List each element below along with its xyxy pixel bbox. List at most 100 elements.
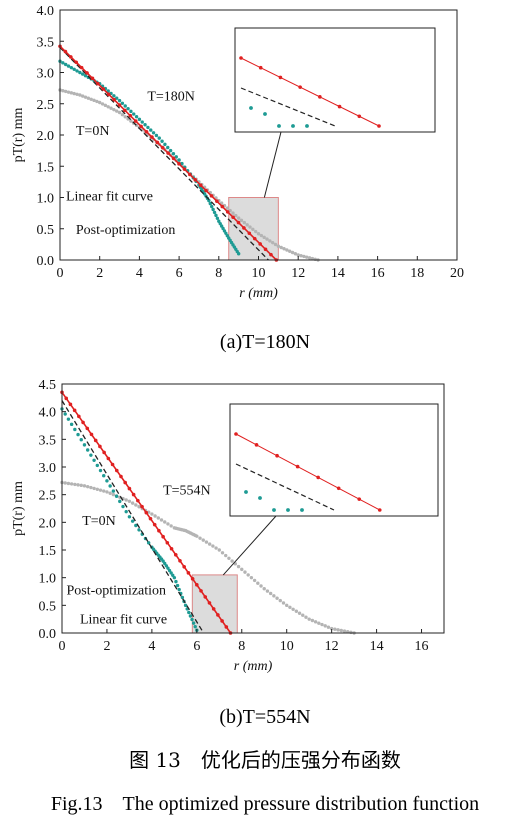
data-point-t0: [225, 206, 230, 210]
data-point-t554: [105, 479, 109, 483]
data-point-post: [110, 462, 115, 467]
chart-a-caption: (a)T=180N: [219, 331, 311, 353]
data-point-post: [93, 438, 98, 443]
data-point-t0: [95, 487, 100, 491]
data-point-t0: [301, 613, 305, 617]
data-point-t180: [157, 136, 161, 140]
data-point-t0: [134, 503, 138, 507]
y-tick-label: 0.0: [39, 627, 57, 642]
x-tick-label: 10: [252, 266, 266, 281]
data-point-t554: [82, 443, 87, 447]
data-point-post: [144, 129, 149, 134]
data-point-t180: [137, 117, 142, 122]
data-point-post: [258, 242, 262, 246]
inset-point-post: [316, 475, 320, 480]
data-point-t0: [150, 512, 154, 516]
data-point-post: [144, 510, 149, 515]
data-point-t0: [227, 556, 231, 560]
data-point-t0: [108, 491, 112, 495]
y-tick-label: 4.5: [39, 378, 57, 393]
data-point-t0: [82, 484, 87, 488]
data-point-t554: [98, 468, 103, 473]
data-point-post: [199, 589, 203, 593]
data-point-t180: [75, 69, 79, 73]
data-point-post: [252, 236, 257, 241]
data-point-post: [211, 607, 216, 611]
data-point-t554: [190, 617, 194, 622]
data-point-t0: [273, 242, 278, 247]
data-point-t180: [117, 98, 122, 103]
data-point-t0: [66, 481, 71, 486]
data-point-post: [171, 156, 176, 161]
data-point-t554: [124, 509, 128, 514]
data-point-post: [152, 522, 157, 527]
data-point-post: [123, 480, 127, 485]
chart-b-caption: (b)T=554N: [219, 706, 311, 728]
data-point-post: [215, 199, 219, 204]
data-point-t0: [109, 106, 113, 110]
inset-point-post: [377, 508, 382, 512]
data-point-post: [90, 76, 95, 81]
data-point-post: [101, 87, 106, 91]
x-tick-label: 2: [96, 266, 103, 281]
data-point-post: [198, 183, 203, 187]
y-tick-label: 1.5: [39, 544, 57, 559]
data-point-t180: [214, 213, 218, 218]
data-point-post: [182, 167, 187, 171]
data-point-t180: [126, 106, 130, 111]
data-point-t0: [120, 112, 125, 117]
data-point-t0: [76, 483, 80, 487]
x-tick-label: 12: [291, 266, 305, 281]
annotation-label: Linear fit curve: [66, 190, 153, 205]
data-point-t554: [114, 494, 119, 498]
data-point-post: [231, 215, 235, 220]
data-point-post: [64, 396, 69, 401]
data-point-post: [220, 204, 225, 209]
data-point-t0: [336, 628, 340, 632]
data-point-t0: [236, 216, 241, 220]
data-point-post: [85, 71, 89, 75]
data-point-post: [155, 140, 160, 145]
annotation-label: T=0N: [82, 514, 116, 529]
data-point-post: [140, 504, 144, 509]
data-point-t180: [83, 74, 88, 78]
data-point-t0: [217, 548, 221, 552]
data-point-post: [89, 432, 94, 437]
data-point-t180: [211, 207, 215, 212]
inset-point-t: [263, 112, 267, 116]
data-point-t0: [305, 255, 309, 259]
annotation-label: Post-optimization: [66, 583, 166, 598]
data-point-post: [148, 516, 153, 521]
inset-line-post: [240, 57, 380, 127]
data-point-t0: [214, 546, 218, 550]
zoom-arrow: [263, 131, 282, 198]
y-tick-label: 1.0: [39, 572, 57, 587]
data-point-t180: [207, 198, 211, 203]
data-point-t0: [123, 115, 127, 119]
data-point-post: [63, 49, 68, 54]
inset-point-post: [318, 95, 322, 99]
inset-frame: [234, 27, 436, 133]
data-point-t0: [342, 629, 347, 633]
data-point-post: [85, 426, 90, 431]
data-point-t0: [130, 501, 135, 505]
data-point-t180: [212, 210, 217, 215]
inset-line-linear: [240, 87, 336, 127]
inset-point-post: [295, 464, 300, 469]
inset-line-post: [235, 433, 380, 511]
chart-b: 0 2 4 6 8 10 12 14 16 0.0 0.5 1.0 1.5 2.0 2.5 3.0 3.5 4.0…: [11, 378, 445, 674]
data-point-post: [195, 583, 199, 587]
data-point-t180: [129, 109, 133, 114]
y-tick-label: 0.5: [37, 223, 55, 238]
data-point-post: [224, 625, 229, 629]
data-point-t0: [276, 244, 281, 248]
data-point-t554: [89, 453, 93, 457]
data-point-t554: [73, 427, 77, 432]
data-point-t0: [163, 520, 167, 524]
data-point-t0: [117, 110, 122, 115]
data-point-t180: [174, 155, 178, 159]
data-point-t0: [207, 542, 212, 546]
data-point-post: [188, 172, 192, 177]
data-point-t0: [320, 622, 324, 627]
data-point-post: [81, 420, 85, 425]
